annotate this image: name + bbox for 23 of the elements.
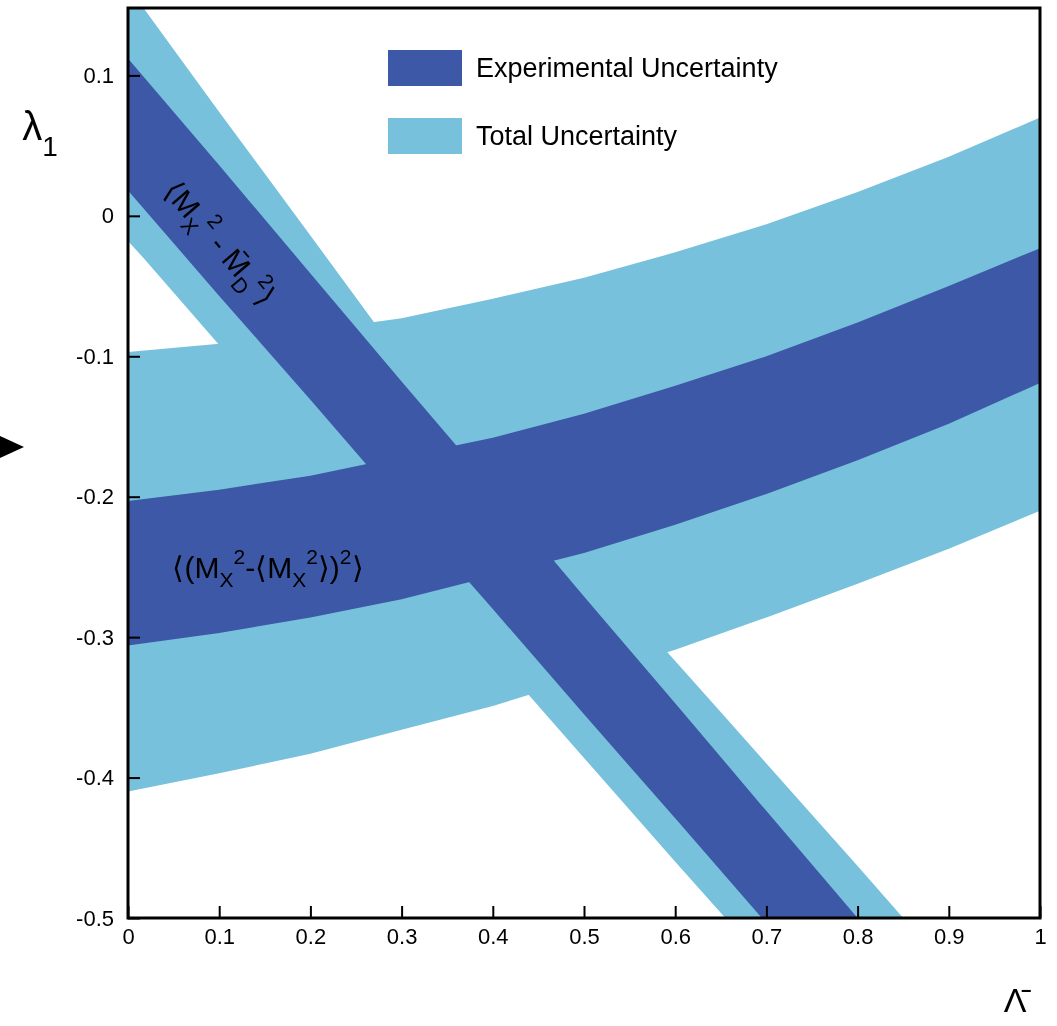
legend-label: Experimental Uncertainty xyxy=(476,53,779,83)
x-tick-label: 0.6 xyxy=(660,923,691,949)
x-tick-label: 0.5 xyxy=(569,923,600,949)
y-tick-label: 0.1 xyxy=(83,62,114,88)
x-tick-label: 0.4 xyxy=(478,923,509,949)
y-tick-label: -0.5 xyxy=(76,905,114,931)
x-tick-label: 1 xyxy=(1034,923,1047,949)
y-tick-label: -0.1 xyxy=(76,343,114,369)
y-tick-label: -0.4 xyxy=(76,765,114,791)
x-tick-label: 0.8 xyxy=(842,923,874,949)
x-tick-label: 0 xyxy=(122,923,135,949)
y-axis-title: λ$_{1}$ xyxy=(22,104,58,162)
x-tick-label: 0.2 xyxy=(295,923,327,949)
y-tick-label: 0 xyxy=(101,203,114,229)
text: ⟨(M$_{X}$$^{2}$-⟨M$_{X}$$^{2}$⟩)$^{2}$⟩ xyxy=(172,545,364,592)
x-tick-label: 0.7 xyxy=(751,923,783,949)
y-tick-label: -0.3 xyxy=(76,624,114,650)
x-axis-title: Λ̄ xyxy=(1003,981,1032,1019)
y-tick-label: -0.2 xyxy=(76,484,114,510)
x-tick-label: 0.9 xyxy=(934,923,965,949)
legend-label: Total Uncertainty xyxy=(476,121,678,151)
x-tick-label: 0.1 xyxy=(204,923,235,949)
x-tick-label: 0.3 xyxy=(386,923,418,949)
